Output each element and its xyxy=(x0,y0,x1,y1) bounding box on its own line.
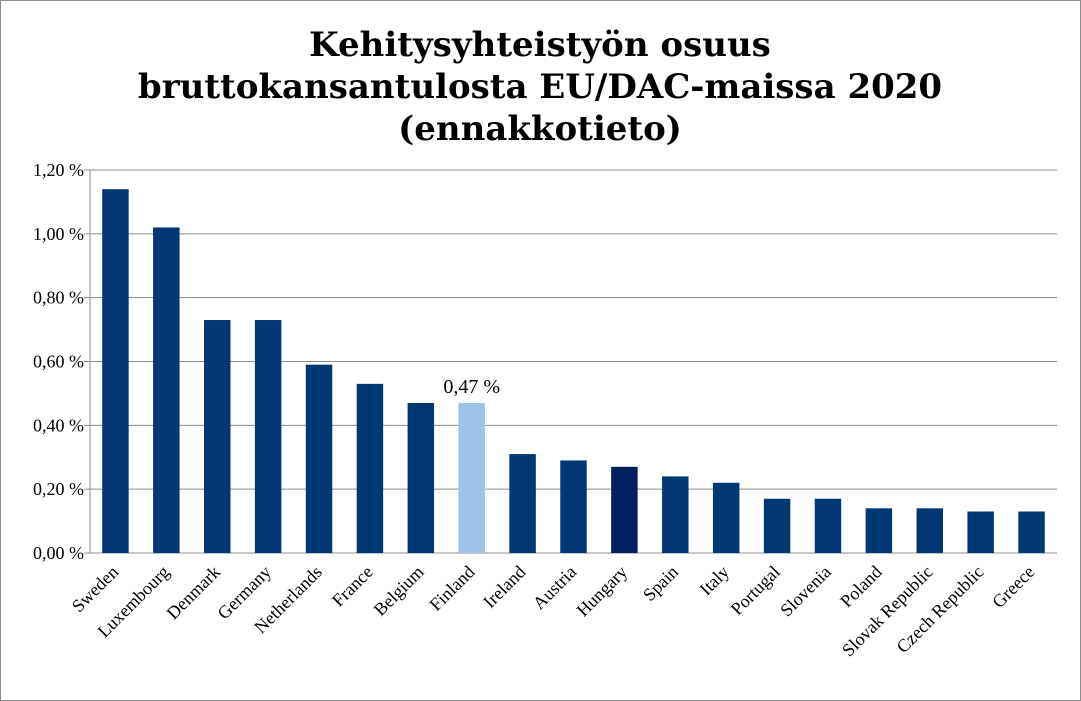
y-tick-label: 0,80 % xyxy=(33,288,84,308)
bar-italy xyxy=(712,482,740,553)
chart-title-line-2: bruttokansantulosta EU/DAC-maissa 2020 xyxy=(137,67,943,107)
annotations: 0,47 % xyxy=(443,376,500,398)
chart-title-line-3: (ennakkotieto) xyxy=(398,109,682,149)
bar-portugal xyxy=(763,498,791,553)
y-tick-label: 1,00 % xyxy=(33,224,84,244)
bar-poland xyxy=(865,508,893,553)
x-category-label: Portugal xyxy=(727,562,784,619)
bar-finland xyxy=(458,402,485,553)
x-category-label: Finland xyxy=(425,562,478,615)
bar-slovak-republic xyxy=(916,508,943,553)
bar-spain xyxy=(662,476,689,553)
bar-denmark xyxy=(204,320,231,553)
bar-belgium xyxy=(407,402,435,553)
x-category-label: Denmark xyxy=(163,562,225,624)
bar-greece xyxy=(1018,511,1045,553)
y-tick-label: 0,20 % xyxy=(33,479,84,499)
x-category-label: Greece xyxy=(988,562,1038,612)
x-category-label: France xyxy=(328,562,377,611)
bar-sweden xyxy=(102,189,129,553)
bar-france xyxy=(356,383,384,553)
x-category-label: Spain xyxy=(639,562,682,605)
x-category-label: Italy xyxy=(696,562,733,599)
x-category-label: Ireland xyxy=(479,562,529,612)
bars xyxy=(102,189,1045,553)
x-category-label: Slovenia xyxy=(776,562,835,621)
y-axis-ticks: 0,00 % 0,20 % 0,40 % 0,60 % 0,80 % 1,00 % 1,20… xyxy=(33,160,84,563)
y-tick-label: 1,20 % xyxy=(33,160,84,180)
x-category-label: Czech Republic xyxy=(892,562,987,657)
bar-hungary xyxy=(611,466,638,553)
x-category-label: Poland xyxy=(836,562,886,612)
bar-germany xyxy=(254,320,282,553)
y-tick-label: 0,40 % xyxy=(33,415,84,435)
x-category-label: Slovak Republic xyxy=(838,562,937,661)
chart-title: Kehitysyhteistyön osuus bruttokansantulo… xyxy=(90,24,990,150)
y-tick-label: 0,00 % xyxy=(33,543,84,563)
x-category-label: Hungary xyxy=(573,562,632,621)
data-label-finland: 0,47 % xyxy=(443,376,500,398)
bar-netherlands xyxy=(305,364,333,553)
x-axis-labels: SwedenLuxembourgDenmarkGermanyNetherland… xyxy=(68,562,1039,661)
chart-title-line-1: Kehitysyhteistyön osuus xyxy=(309,25,771,65)
bar-austria xyxy=(560,460,587,553)
bar-ireland xyxy=(509,454,536,553)
bar-luxembourg xyxy=(153,227,180,553)
x-category-label: Belgium xyxy=(370,562,428,620)
y-tick-label: 0,60 % xyxy=(33,352,84,372)
bar-slovenia xyxy=(814,498,842,553)
bar-czech-republic xyxy=(967,511,994,553)
